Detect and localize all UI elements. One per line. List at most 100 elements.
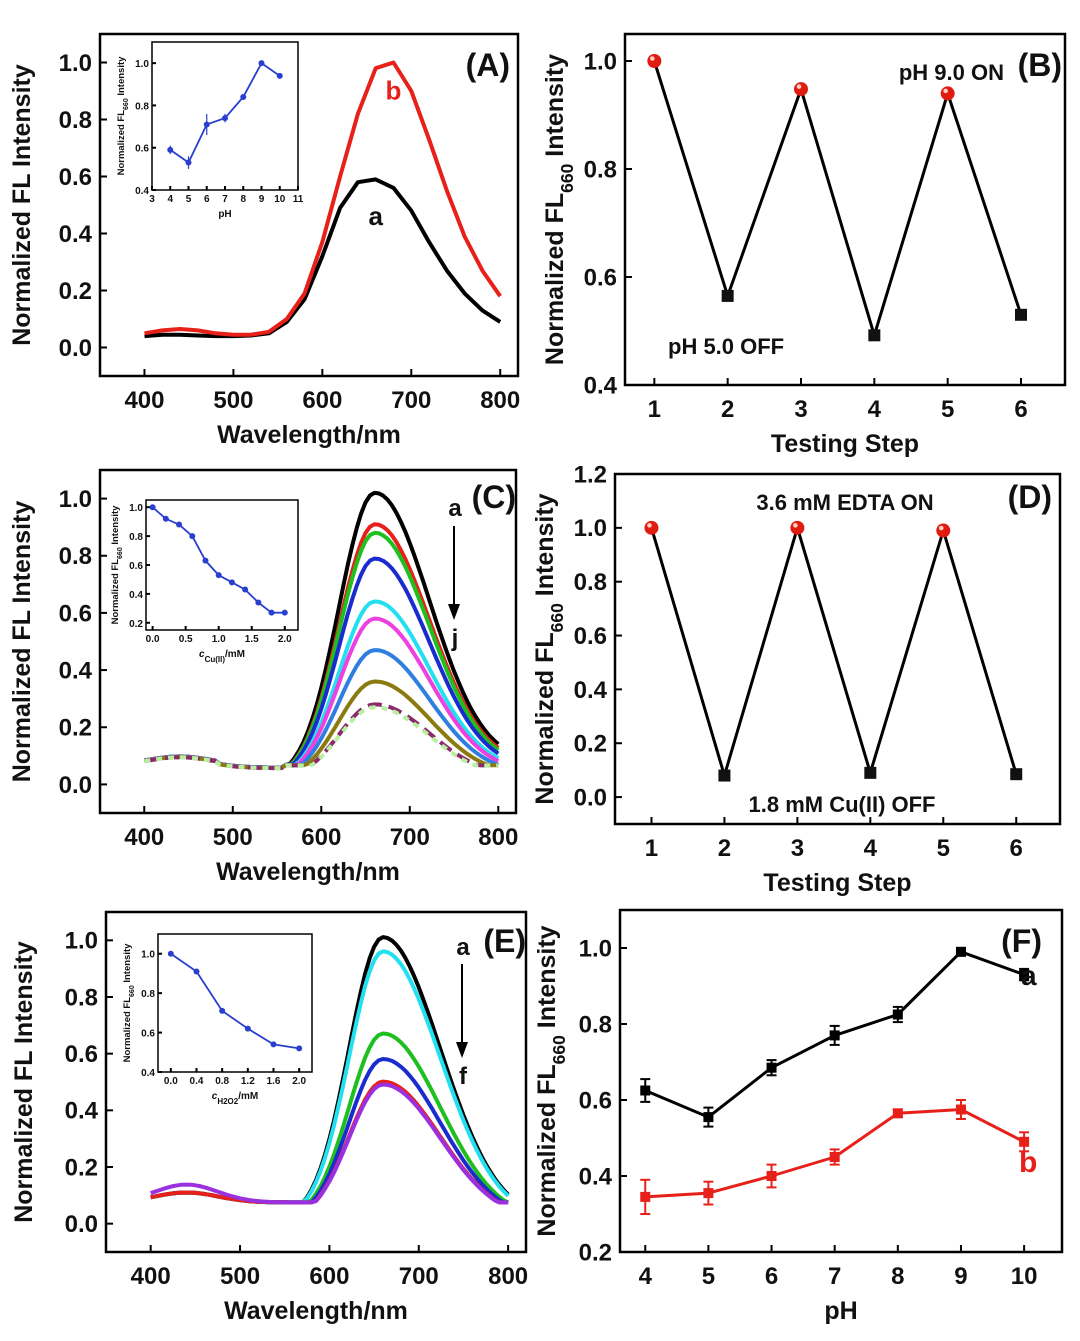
inset-x-tick-label: 11 <box>293 194 304 205</box>
y-tick-label: 0.8 <box>574 569 607 596</box>
data-point <box>1019 969 1030 980</box>
inset-data-point <box>270 1041 277 1048</box>
data-point <box>892 1108 903 1119</box>
inset-y-tick-label: 0.2 <box>129 619 143 630</box>
inset-data-point <box>167 146 174 153</box>
x-tick-label: 3 <box>794 396 807 423</box>
point-highlight <box>938 525 944 531</box>
inset-data-point <box>203 121 210 128</box>
off-state-point <box>868 329 881 342</box>
y-tick-label: 0.0 <box>59 335 92 362</box>
y-tick-label: 1.0 <box>59 486 92 513</box>
x-tick-label: 3 <box>791 835 804 862</box>
x-tick-label: 600 <box>309 1263 349 1290</box>
inset-x-tick-label: 6 <box>204 194 210 205</box>
off-state-point <box>1010 768 1023 781</box>
y-tick-label: 0.8 <box>584 156 617 183</box>
arrow-start-label: a <box>456 934 470 961</box>
inset-x-tick-label: 0.0 <box>146 634 160 645</box>
spectrum-curve-a <box>144 177 502 339</box>
x-tick-label: 5 <box>941 396 954 423</box>
inset-y-tick-label: 0.4 <box>129 590 143 601</box>
series-line <box>650 526 1018 777</box>
x-tick-label: 700 <box>390 824 430 851</box>
inset-data-point <box>244 1025 251 1032</box>
inset-frame <box>157 933 313 1073</box>
panel-label: (F) <box>1001 923 1042 959</box>
inset-y-tick-label: 0.6 <box>135 144 149 155</box>
x-tick-label: 10 <box>1011 1263 1038 1290</box>
data-point <box>892 1009 903 1020</box>
data-point <box>1019 1136 1030 1147</box>
y-tick-label: 0.4 <box>65 1098 99 1125</box>
arrow-head <box>448 604 460 620</box>
inset-x-tick-label: 3 <box>149 194 155 205</box>
data-point <box>640 1191 651 1202</box>
inset-y-axis-label: Normalized FL660 Intensity <box>110 505 124 625</box>
inset-series-line <box>152 506 285 614</box>
point-highlight <box>650 56 655 61</box>
panel-f: 4 5 6 7 8 9 10 0.2 0.4 0.6 0.8 1.0 pH Normalized FL66… <box>533 908 1064 1325</box>
panel-label: (B) <box>1018 47 1062 83</box>
x-tick-label: 9 <box>954 1263 967 1290</box>
panel-label: (C) <box>472 479 516 515</box>
panel-a: 400 500 600 700 800 0.0 0.2 0.4 0.6 0.8 1.0 Wavelen… <box>8 32 520 449</box>
y-tick-label: 0.6 <box>584 264 617 291</box>
inset-x-tick-label: 0.5 <box>179 634 193 645</box>
curve-label-a: a <box>1021 960 1037 991</box>
y-tick-label: 1.0 <box>584 48 617 75</box>
inset-y-tick-label: 0.8 <box>141 989 155 1000</box>
point-highlight <box>943 88 948 94</box>
x-tick-label: 1 <box>648 396 661 423</box>
curve-label-b: b <box>386 76 402 106</box>
plot-frame <box>104 910 528 1254</box>
inset-x-tick-label: 10 <box>274 194 286 205</box>
inset-data-point <box>255 599 262 606</box>
y-tick-label: 0.4 <box>59 221 93 248</box>
plot-frame <box>613 472 1062 826</box>
inset-y-tick-label: 1.0 <box>135 59 149 70</box>
x-tick-label: 1 <box>645 835 658 862</box>
y-tick-label: 0.8 <box>59 543 92 570</box>
y-axis-label: Normalized FL660 Intensity <box>541 54 577 365</box>
series-line <box>652 60 1023 337</box>
inset-x-tick-label: 1.5 <box>245 634 259 645</box>
inset-data-point <box>222 115 228 122</box>
inset-x-tick-label: 8 <box>240 194 246 205</box>
y-axis-label: Normalized FL Intensity <box>8 501 36 783</box>
y-tick-label: 0.2 <box>579 1239 612 1266</box>
x-axis-label: Testing Step <box>763 869 911 897</box>
on-state-point <box>644 520 659 535</box>
inset-y-tick-label: 0.6 <box>141 1029 155 1040</box>
inset-x-axis-label: pH <box>218 209 231 220</box>
curve-label-b: b <box>1019 1146 1037 1179</box>
inset-x-tick-label: 0.8 <box>215 1076 229 1087</box>
spectrum-curve <box>150 1082 509 1205</box>
x-tick-label: 600 <box>301 824 341 851</box>
inset-data-point <box>281 609 288 616</box>
spectrum-curve-b <box>144 60 502 337</box>
y-tick-label: 0.8 <box>65 984 98 1011</box>
inset-series-line <box>169 61 281 164</box>
panel-c: 400 500 600 700 8000.00.20.40.60.81.0Wavelen… <box>8 468 518 886</box>
inset-x-tick-label: 2.0 <box>278 634 292 645</box>
off-state-point <box>718 769 731 782</box>
inset-chart-e: 0.0 0.4 0.8 1.2 1.6 2.0 0.4 0.6 0.8 1.0 cH2O2/mM No… <box>122 933 313 1106</box>
inset-x-tick-label: 7 <box>222 194 228 205</box>
curve-label-a: a <box>368 201 383 231</box>
spectrum-curve <box>143 679 499 770</box>
on-annotation: 3.6 mM EDTA ON <box>756 490 933 515</box>
panel-b: 1 2 3 4 5 6 0.4 0.6 0.8 1.0 Testing Step Normalized… <box>541 32 1067 458</box>
panel-label: (A) <box>466 47 510 83</box>
y-tick-label: 0.6 <box>579 1087 612 1114</box>
off-state-point <box>721 289 734 302</box>
inset-data-point <box>162 515 169 522</box>
on-annotation: pH 9.0 ON <box>899 60 1004 85</box>
y-tick-label: 0.6 <box>574 623 607 650</box>
x-tick-label: 700 <box>391 387 431 414</box>
inset-data-point <box>242 586 249 593</box>
inset-x-tick-label: 1.2 <box>241 1076 255 1087</box>
x-tick-label: 5 <box>702 1263 715 1290</box>
inset-data-point <box>258 60 265 67</box>
data-point <box>703 1112 714 1123</box>
